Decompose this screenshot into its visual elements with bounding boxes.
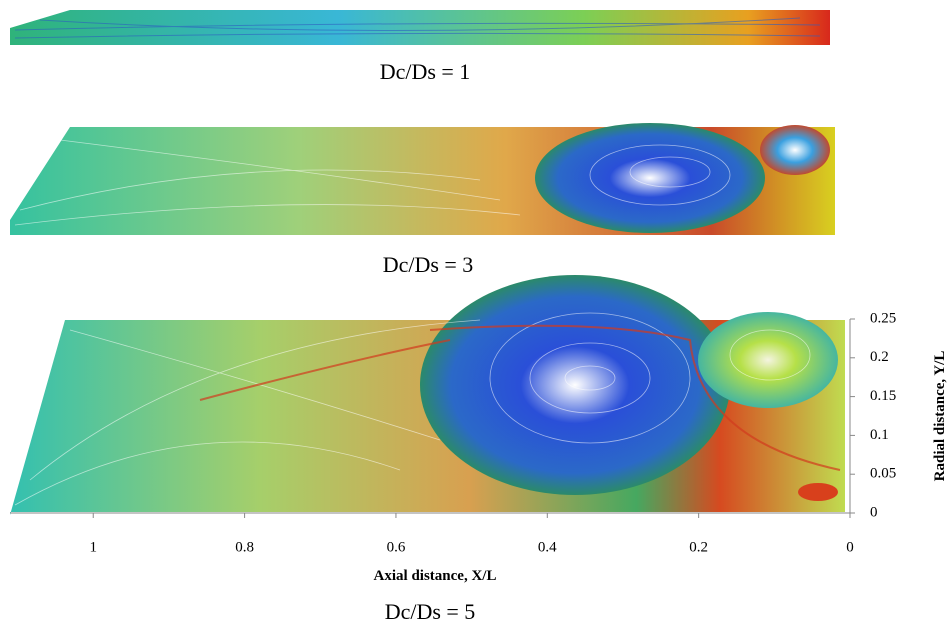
caption: Dc/Ds = 5 (385, 599, 476, 624)
vortex (698, 312, 838, 408)
vortex (760, 125, 830, 175)
y-tick-label: 0.05 (870, 466, 896, 482)
vortex (535, 123, 765, 233)
y-tick-label: 0.2 (870, 349, 889, 365)
x-tick-label: 0.2 (689, 539, 708, 555)
y-tick-label: 0.1 (870, 427, 889, 443)
y-tick-label: 0.25 (870, 310, 896, 326)
y-tick-label: 0 (870, 504, 878, 520)
x-tick-label: 0.8 (235, 539, 254, 555)
caption: Dc/Ds = 1 (380, 59, 471, 84)
x-tick-label: 0.6 (387, 539, 406, 555)
caption: Dc/Ds = 3 (383, 252, 474, 277)
streamlines (14, 139, 731, 226)
x-axis-label: Axial distance, X/L (374, 568, 497, 584)
vortex (798, 483, 838, 501)
x-tick-label: 0 (846, 539, 854, 555)
x-tick-label: 1 (89, 539, 97, 555)
streamlines (14, 17, 821, 39)
y-tick-label: 0.15 (870, 388, 896, 404)
y-axis-label: Radial distance, Y/L (932, 351, 948, 482)
vortex (420, 275, 730, 495)
streamline-field (10, 10, 830, 45)
x-tick-label: 0.4 (538, 539, 557, 555)
streamlines (14, 312, 811, 506)
streamlines (199, 324, 841, 471)
